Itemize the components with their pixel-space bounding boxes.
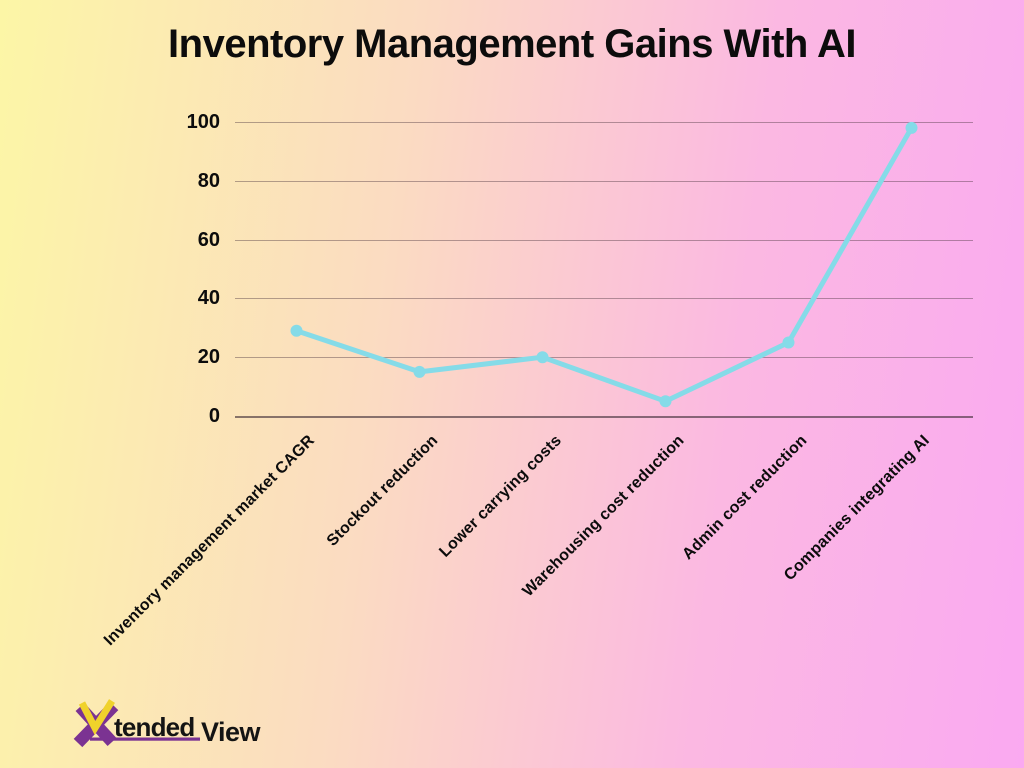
data-point [659, 395, 672, 408]
plot-area [290, 121, 918, 408]
x-axis-label: Lower carrying costs [435, 432, 565, 561]
gridline [235, 298, 973, 300]
xtendedview-logo: tended View [70, 696, 280, 756]
y-tick-label: 80 [197, 169, 220, 192]
x-axis-baseline [235, 416, 973, 418]
chart-title: Inventory Management Gains With AI [168, 22, 856, 66]
y-tick-label: 60 [197, 228, 220, 251]
gridline [235, 122, 973, 123]
y-tick-label: 20 [197, 346, 220, 369]
y-tick-label: 40 [197, 287, 220, 310]
gridline [235, 357, 973, 359]
y-tick-label: 0 [208, 405, 220, 427]
x-axis-label: Inventory management market CAGR [101, 432, 319, 650]
data-line [294, 125, 914, 404]
logo-underline [90, 737, 200, 741]
x-axis-label: Stockout reduction [323, 432, 442, 550]
logo-text-tended: tended [114, 712, 194, 742]
data-point [413, 365, 426, 378]
xtendedview-logo-svg: tended View [73, 699, 262, 748]
logo-v-accent [78, 699, 115, 736]
data-point [782, 336, 795, 349]
logo-text-view: View [201, 717, 262, 747]
y-tick-label: 100 [186, 111, 220, 133]
data-point [290, 324, 303, 337]
x-axis-label: Companies integrating AI [781, 432, 934, 585]
data-point [536, 351, 549, 364]
gridline [235, 180, 973, 182]
x-axis-label: Admin cost reduction [679, 432, 811, 564]
data-point [905, 121, 918, 134]
gridline [235, 239, 973, 241]
